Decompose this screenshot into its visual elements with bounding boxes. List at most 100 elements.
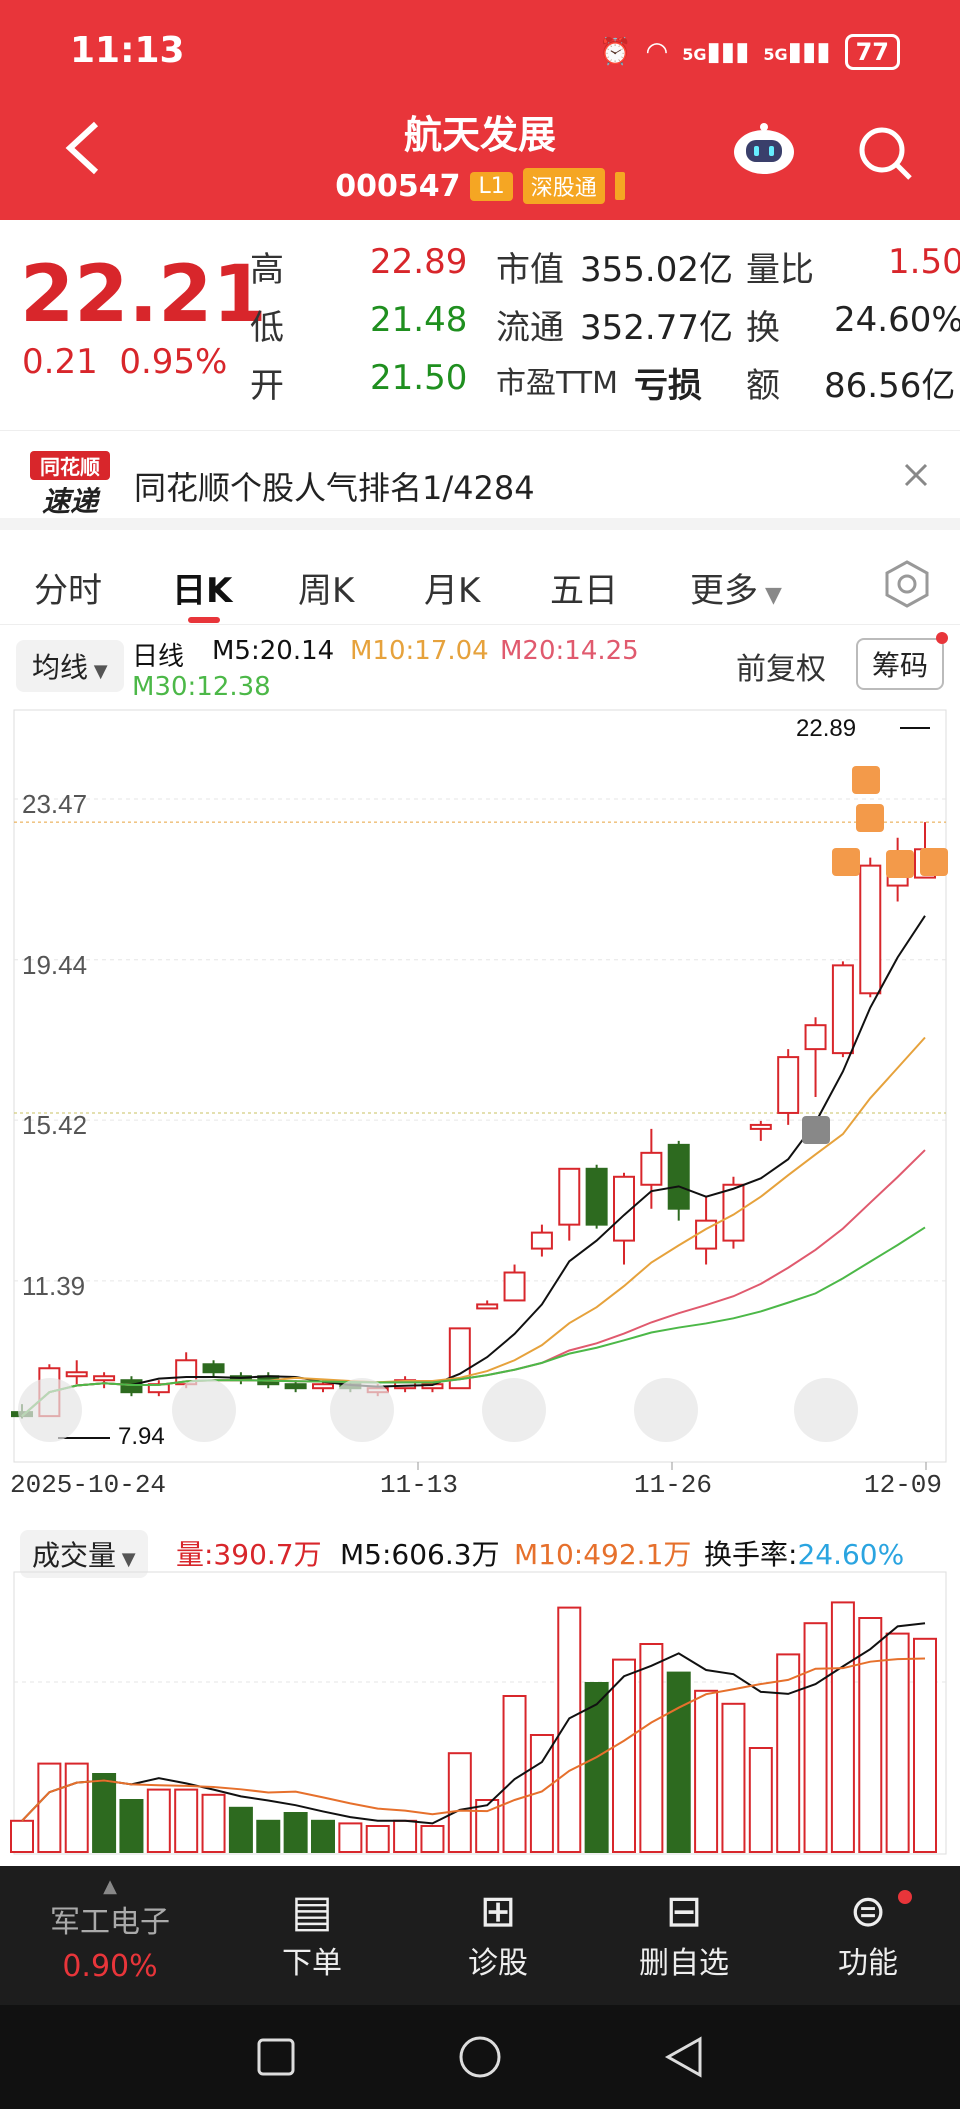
volume-bar <box>584 1682 609 1853</box>
stock-code: 000547 <box>335 168 461 204</box>
chart-settings-button[interactable] <box>882 559 932 613</box>
volume-bar <box>256 1819 281 1854</box>
volume-bar <box>174 1788 199 1854</box>
candle-body <box>558 1167 581 1226</box>
candle-body <box>722 1183 745 1242</box>
back-nav-button[interactable] <box>662 2035 706 2083</box>
ma10-value: M10:17.04 <box>350 636 489 666</box>
back-button[interactable] <box>62 118 102 182</box>
triangle-back-icon <box>664 2036 702 2078</box>
home-button[interactable] <box>458 2035 502 2083</box>
vol-ratio-label: 量比 <box>746 250 814 290</box>
volume-ma5-line <box>21 1622 926 1825</box>
volume-bar <box>311 1819 335 1854</box>
volume-frame <box>13 1571 947 1855</box>
remove-watchlist-button[interactable]: ⊟ 删自选 <box>614 1886 754 1982</box>
robot-icon <box>734 123 794 174</box>
candle-body <box>476 1303 499 1310</box>
chart-control-button <box>330 1378 394 1442</box>
top-header: 11:13 ⏰ ◠ 5G▮▮▮ 5G▮▮▮ 77 航天发展 000547 L1 … <box>0 0 960 220</box>
robot-assistant-button[interactable] <box>732 122 796 176</box>
chart-control-button <box>634 1378 698 1442</box>
tab-monthly-k[interactable]: 月K <box>424 571 481 611</box>
open-label: 开 <box>250 366 284 406</box>
candle-body <box>749 1123 772 1130</box>
ma-selector[interactable]: 均线 ▼ <box>16 640 124 692</box>
volume-bar <box>748 1747 773 1853</box>
tab-weekly-k[interactable]: 周K <box>298 571 355 611</box>
volume-bar <box>146 1788 171 1854</box>
diagnose-button[interactable]: ⊞ 诊股 <box>428 1886 568 1982</box>
trade-marker-b <box>802 1116 830 1144</box>
candle-body <box>202 1363 225 1374</box>
y-tick-label: 15.42 <box>22 1110 87 1140</box>
candle-body <box>93 1375 116 1382</box>
open-value: 21.50 <box>370 358 468 398</box>
recent-apps-button[interactable] <box>256 2037 296 2081</box>
ths-logo: 同花顺 速递 <box>30 451 110 521</box>
high-value: 22.89 <box>370 242 468 282</box>
tab-intraday[interactable]: 分时 <box>34 571 102 611</box>
chart-control-button <box>794 1378 858 1442</box>
news-banner[interactable]: 同花顺 速递 同花顺个股人气排名1/4284 <box>0 430 960 530</box>
volume-bar <box>885 1632 910 1853</box>
volume-ma10-line <box>21 1657 926 1822</box>
period-tabs: 分时 日K 周K 月K 五日 更多 ▼ <box>0 545 960 625</box>
trade-marker-t <box>832 848 860 876</box>
volume-bar <box>338 1822 363 1853</box>
close-banner-button[interactable] <box>900 459 932 495</box>
notification-dot <box>936 632 948 644</box>
candle-body <box>640 1151 663 1186</box>
chart-control-button <box>482 1378 546 1442</box>
candle-body <box>613 1175 635 1242</box>
kline-chart[interactable]: 23.47 19.44 15.42 11.39 22.89 7.94 2025-10-24 1… <box>0 700 960 1500</box>
turnover-label: 换 <box>746 308 780 348</box>
pe-value: 亏损 <box>634 366 702 406</box>
x-axis-label: 11-13 <box>380 1470 458 1500</box>
wifi-icon: ◠ <box>645 37 669 67</box>
search-button[interactable] <box>856 124 916 184</box>
tab-five-day[interactable]: 五日 <box>550 571 618 611</box>
pe-label: 市盈TTM <box>496 366 619 401</box>
volume-bar <box>830 1601 855 1854</box>
market-tag: 深股通 <box>522 168 605 204</box>
volume-chart[interactable] <box>0 1570 960 1860</box>
volume-bar <box>721 1702 746 1853</box>
candle-body <box>284 1383 307 1390</box>
high-label: 高 <box>250 250 284 290</box>
function-button[interactable]: ⊜ 功能 <box>798 1886 938 1982</box>
volume-bar <box>803 1622 828 1854</box>
adjust-button[interactable]: 前复权 <box>736 652 826 687</box>
hexagon-settings-icon <box>885 560 929 608</box>
order-button[interactable]: ▤ 下单 <box>242 1886 382 1982</box>
candle-body <box>831 964 854 1055</box>
volume-bar <box>420 1825 445 1853</box>
diagnose-plus-icon: ⊞ <box>479 1886 517 1937</box>
sector-tab[interactable]: ▲ 军工电子 0.90% <box>30 1876 190 1984</box>
volume-bar <box>475 1799 500 1853</box>
x-axis-label: 11-26 <box>634 1470 712 1500</box>
mcap-value: 355.02亿 <box>580 250 733 290</box>
volume-selector[interactable]: 成交量 ▼ <box>20 1530 148 1578</box>
search-icon <box>859 127 912 180</box>
volume-bar <box>10 1819 34 1854</box>
chevron-left-icon <box>65 121 99 175</box>
candle-body <box>667 1143 690 1210</box>
chip-button[interactable]: 筹码 <box>856 638 945 690</box>
tab-daily-k[interactable]: 日K <box>172 571 233 611</box>
y-tick-label: 19.44 <box>22 950 87 980</box>
volume-bar <box>393 1819 418 1854</box>
volume-bar <box>64 1762 89 1854</box>
chevron-up-icon: ▲ <box>103 1876 117 1897</box>
volume-bar <box>228 1806 253 1854</box>
square-icon <box>257 2038 295 2076</box>
trade-marker-t <box>920 848 948 876</box>
active-tab-indicator <box>188 617 220 623</box>
signal-icon-2: 5G▮▮▮ <box>763 37 831 67</box>
max-price-label: 22.89 <box>796 715 856 742</box>
tab-more[interactable]: 更多 ▼ <box>690 571 782 611</box>
candle-body <box>312 1383 334 1390</box>
y-tick-label: 23.47 <box>22 789 87 819</box>
turnover-value: 24.60% <box>834 300 960 340</box>
status-time: 11:13 <box>70 30 185 71</box>
